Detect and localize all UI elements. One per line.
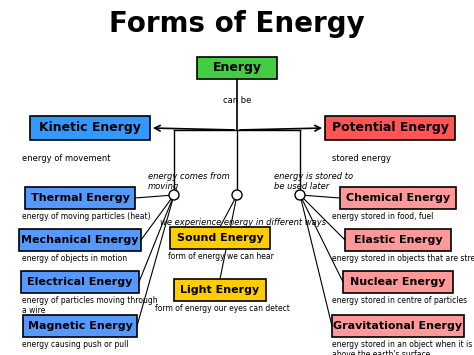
Text: energy stored in food, fuel: energy stored in food, fuel (332, 212, 433, 221)
FancyBboxPatch shape (332, 315, 464, 337)
FancyBboxPatch shape (345, 229, 451, 251)
Text: energy of movement: energy of movement (22, 154, 110, 163)
Text: Mechanical Energy: Mechanical Energy (21, 235, 139, 245)
Text: Energy: Energy (212, 61, 262, 75)
Text: Chemical Energy: Chemical Energy (346, 193, 450, 203)
Text: stored energy: stored energy (332, 154, 391, 163)
Text: can be: can be (223, 96, 251, 105)
FancyBboxPatch shape (21, 271, 139, 293)
FancyBboxPatch shape (197, 57, 277, 79)
Text: Thermal Energy: Thermal Energy (30, 193, 129, 203)
FancyBboxPatch shape (325, 116, 455, 140)
FancyBboxPatch shape (170, 227, 270, 249)
Text: form of energy we can hear: form of energy we can hear (168, 252, 274, 261)
FancyBboxPatch shape (19, 229, 141, 251)
Text: Elastic Energy: Elastic Energy (354, 235, 442, 245)
Circle shape (232, 190, 242, 200)
FancyBboxPatch shape (343, 271, 453, 293)
Text: Gravitational Energy: Gravitational Energy (333, 321, 463, 331)
Text: energy is stored to
be used later: energy is stored to be used later (274, 172, 353, 191)
Circle shape (295, 190, 305, 200)
FancyBboxPatch shape (340, 187, 456, 209)
FancyBboxPatch shape (25, 187, 135, 209)
Text: energy comes from
moving: energy comes from moving (148, 172, 230, 191)
Text: energy stored in objects that are stretched: energy stored in objects that are stretc… (332, 254, 474, 263)
Text: Magnetic Energy: Magnetic Energy (27, 321, 132, 331)
Text: energy causing push or pull: energy causing push or pull (22, 340, 128, 349)
Text: Potential Energy: Potential Energy (331, 121, 448, 135)
Text: energy stored in an object when it is
above the earth's surface: energy stored in an object when it is ab… (332, 340, 472, 355)
Text: Kinetic Energy: Kinetic Energy (39, 121, 141, 135)
Text: form of energy our eyes can detect: form of energy our eyes can detect (155, 304, 290, 313)
Text: Light Energy: Light Energy (181, 285, 260, 295)
FancyBboxPatch shape (23, 315, 137, 337)
Text: energy of particles moving through
a wire: energy of particles moving through a wir… (22, 296, 158, 315)
Text: energy stored in centre of particles: energy stored in centre of particles (332, 296, 467, 305)
Text: energy of moving particles (heat): energy of moving particles (heat) (22, 212, 151, 221)
Text: Nuclear Energy: Nuclear Energy (350, 277, 446, 287)
Text: we experience energy in different ways: we experience energy in different ways (160, 218, 326, 227)
Text: Forms of Energy: Forms of Energy (109, 10, 365, 38)
FancyBboxPatch shape (174, 279, 266, 301)
Circle shape (169, 190, 179, 200)
Text: Sound Energy: Sound Energy (177, 233, 264, 243)
Text: Electrical Energy: Electrical Energy (27, 277, 133, 287)
FancyBboxPatch shape (30, 116, 150, 140)
Text: energy of objects in motion: energy of objects in motion (22, 254, 127, 263)
